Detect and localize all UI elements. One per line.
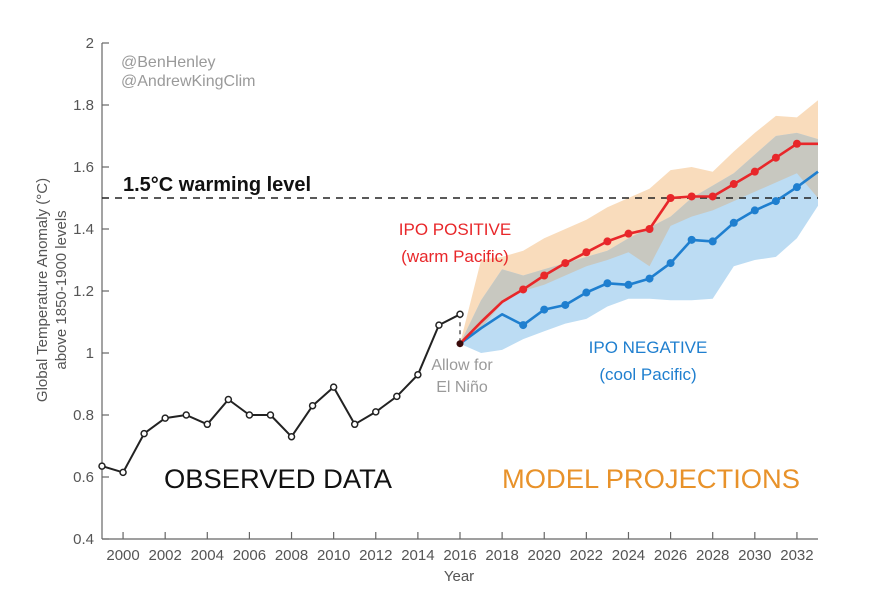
ipo-positive-point [750,167,759,176]
observed-point [245,411,254,419]
observed-point [203,420,212,429]
observed-point [372,408,380,416]
y-axis-title-line2: above 1850-1900 levels [53,210,70,369]
observed-point [224,395,233,404]
ipo-negative-point [771,197,780,206]
x-tick-label: 2002 [148,547,181,564]
x-tick-label: 2030 [738,547,771,564]
el-nino-note-line1: Allow for [431,357,493,374]
ipo-positive-line [459,142,818,345]
y-tick-label: 2 [86,35,94,52]
x-tick-label: 2028 [696,547,729,564]
ipo-negative-point [792,183,801,192]
ipo-positive-point [540,271,549,280]
observed-point [287,432,296,441]
x-tick-label: 2032 [780,547,813,564]
threshold-label: 1.5°C warming level [123,174,311,196]
observed-point [266,411,275,419]
ipo-negative-point [708,237,717,246]
ipo-negative-sublabel: (cool Pacific) [599,365,696,384]
observed-point [350,420,359,429]
observed-point [119,468,127,477]
observed-point [182,411,190,419]
ipo-negative-point [519,321,528,330]
observed-point [308,401,317,410]
ipo-positive-point [624,229,633,238]
ipo-negative-point [729,218,738,227]
observed-point [456,310,464,318]
ipo-negative-point [561,300,570,309]
x-tick-label: 2014 [401,547,434,564]
ipo-positive-point [519,285,528,294]
ipo-negative-point [540,305,549,314]
projection-bands [460,100,818,353]
observed-line [101,313,461,474]
observed-point [393,392,401,401]
ipo-positive-point [603,237,612,246]
ipo-negative-point [603,279,612,288]
x-tick-label: 2016 [443,547,476,564]
ipo-positive-point [729,180,738,189]
x-tick-label: 2000 [106,547,139,564]
observed-point [98,462,106,470]
series-markers [98,139,801,477]
y-tick-label: 0.6 [73,469,94,486]
ipo-positive-band [460,100,818,344]
x-tick-label: 2024 [612,547,645,564]
ipo-positive-point [708,192,717,201]
y-tick-label: 1.8 [73,97,94,114]
ipo-positive-point [771,153,780,162]
observed-point [161,414,169,422]
projection-start-point [456,340,464,348]
y-axis-title-line1: Global Temperature Anomaly (°C) [34,178,51,402]
credit-ben-henley: @BenHenley [121,54,216,71]
x-tick-label: 2020 [528,547,561,564]
ipo-negative-point [582,288,591,297]
band-overlap [460,132,818,344]
x-tick-label: 2008 [275,547,308,564]
x-tick-label: 2006 [233,547,266,564]
y-tick-label: 1.2 [73,283,94,300]
ipo-positive-point [561,259,570,268]
ipo-positive-point [666,194,675,202]
ipo-positive-sublabel: (warm Pacific) [401,247,509,266]
ipo-positive-point [582,248,591,257]
observed-point [414,370,422,379]
ipo-negative-point [666,259,675,268]
y-tick-label: 1.4 [73,221,94,238]
ipo-negative-point [687,235,696,244]
x-tick-label: 2004 [191,547,224,564]
el-nino-note-line2: El Niño [436,379,488,396]
observed-point [140,429,148,438]
ipo-negative-point [645,274,654,283]
ipo-positive-label: IPO POSITIVE [399,220,511,239]
credit-andrew-king: @AndrewKingClim [121,73,256,90]
observed-point [435,321,443,329]
x-tick-label: 2012 [359,547,392,564]
x-tick-label: 2010 [317,547,350,564]
y-tick-label: 0.4 [73,531,94,548]
ipo-positive-point [792,139,801,148]
ipo-negative-point [750,206,759,215]
x-tick-label: 2026 [654,547,687,564]
observed-data-label: OBSERVED DATA [164,464,392,494]
axes: 0.4 0.6 0.8 1 1.2 1.4 1.6 1.8 2 2000 2002 2004 2006 2… [73,35,818,564]
y-tick-label: 0.8 [73,407,94,424]
y-tick-label: 1 [86,345,94,362]
y-tick-label: 1.6 [73,159,94,176]
observed-point [329,383,338,391]
ipo-positive-point [687,192,696,201]
ipo-negative-point [624,280,633,289]
x-axis-title: Year [444,568,474,585]
ipo-negative-label: IPO NEGATIVE [589,338,708,357]
model-projections-label: MODEL PROJECTIONS [502,464,800,494]
x-tick-label: 2018 [485,547,518,564]
x-tick-label: 2022 [570,547,603,564]
ipo-positive-point [645,225,654,233]
